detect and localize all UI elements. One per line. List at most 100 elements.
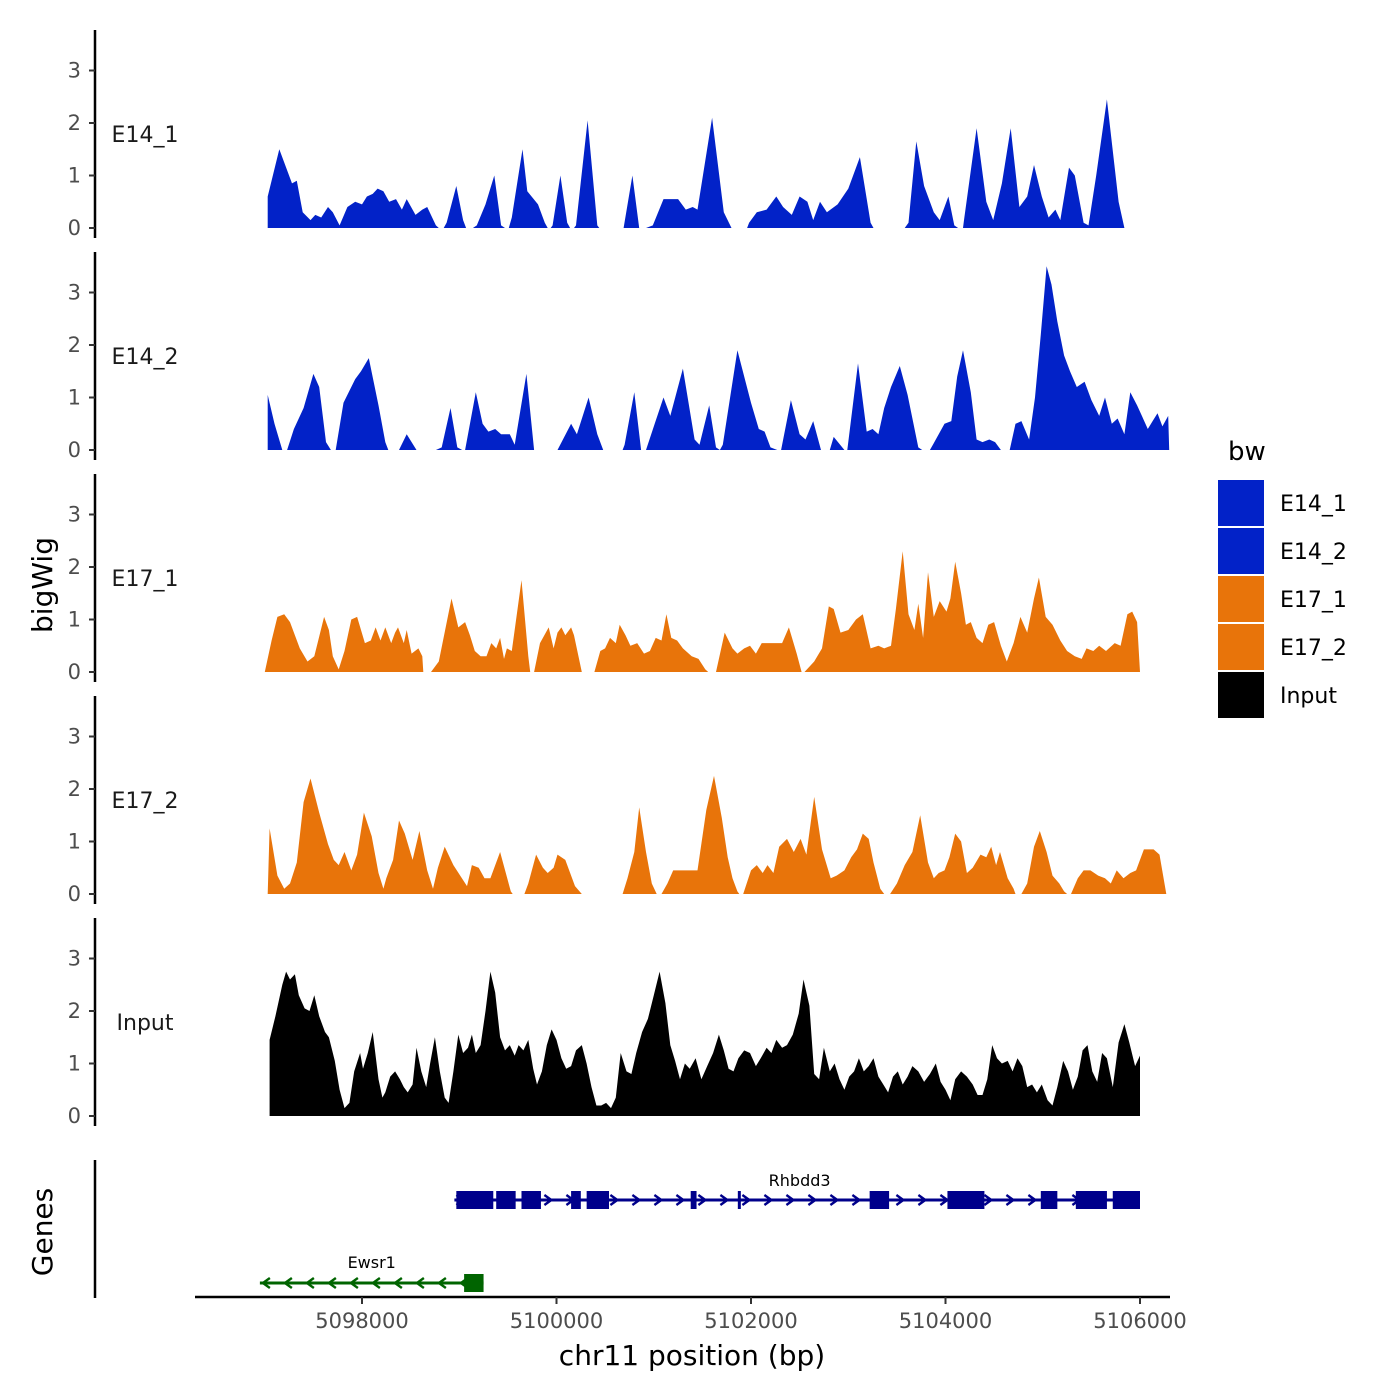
x-tick-label: 5100000 [510, 1309, 604, 1333]
exon [947, 1191, 985, 1209]
track-E14_1: 0 1 2 3 E14_1 [68, 30, 1126, 240]
legend-label: E14_1 [1280, 492, 1347, 517]
strand-arrow [414, 1277, 425, 1289]
strand-arrow [719, 1194, 730, 1206]
y-tick-label: 3 [68, 503, 81, 527]
strand-arrow [282, 1277, 293, 1289]
y-tick-label: 3 [68, 947, 81, 971]
track-label: Input [117, 1011, 174, 1036]
track-label: E17_1 [112, 567, 179, 592]
track-Input: 0 1 2 3 Input [68, 918, 1141, 1128]
strand-arrow [436, 1277, 447, 1289]
strand-arrow [304, 1277, 315, 1289]
legend-title: bw [1228, 437, 1266, 467]
gene-label: Ewsr1 [348, 1253, 396, 1272]
exon [869, 1191, 890, 1209]
strand-arrow [653, 1194, 664, 1206]
y-tick-label: 2 [68, 555, 81, 579]
x-tick-label: 5104000 [899, 1309, 993, 1333]
genes-axis-title: Genes [26, 1188, 59, 1276]
exon [496, 1191, 516, 1209]
y-tick-label: 0 [68, 660, 81, 684]
strand-arrow [763, 1194, 774, 1206]
y-tick-label: 1 [68, 164, 81, 188]
track-label: E17_2 [112, 789, 179, 814]
x-axis-title: chr11 position (bp) [559, 1339, 825, 1372]
track-label: E14_1 [112, 123, 179, 148]
strand-arrow [697, 1194, 708, 1206]
track-label: E14_2 [112, 345, 179, 370]
track-panels: 0 1 2 3 E14_1 0 1 2 3 E14_2 0 1 2 3 E17_1 0 1 2 3 E17_2 0 1 2 3… [68, 30, 1170, 1128]
strand-arrow [983, 1194, 994, 1206]
x-tick-label: 5098000 [315, 1309, 409, 1333]
strand-arrow [1005, 1194, 1016, 1206]
strand-arrow [543, 1194, 554, 1206]
coverage-area-Input [269, 971, 1141, 1116]
x-tick-label: 5102000 [704, 1309, 798, 1333]
gene-Rhbdd3: Rhbdd3 [454, 1171, 1140, 1209]
legend-swatch [1218, 672, 1264, 718]
y-tick-label: 1 [68, 830, 81, 854]
strand-arrow [851, 1194, 862, 1206]
exon [690, 1191, 697, 1209]
exon [521, 1191, 541, 1209]
y-tick-label: 3 [68, 59, 81, 83]
coverage-area-E14_2 [267, 266, 1170, 450]
x-axis: 5098000 5100000 5102000 5104000 5106000 [195, 1295, 1187, 1333]
strand-arrow [741, 1194, 752, 1206]
legend-swatch [1218, 624, 1264, 670]
exon [464, 1274, 484, 1292]
y-tick-label: 2 [68, 111, 81, 135]
legend-label: Input [1280, 684, 1337, 709]
track-E17_1: 0 1 2 3 E17_1 [68, 474, 1140, 684]
strand-arrow [675, 1194, 686, 1206]
y-axis-title: bigWig [26, 537, 59, 633]
y-tick-label: 1 [68, 386, 81, 410]
legend-swatch [1218, 528, 1264, 574]
strand-arrow [917, 1194, 928, 1206]
gene-Ewsr1: Ewsr1 [259, 1253, 484, 1292]
y-tick-label: 2 [68, 777, 81, 801]
legend-swatch [1218, 480, 1264, 526]
exon-marker [737, 1191, 741, 1209]
strand-arrow [348, 1277, 359, 1289]
y-tick-label: 3 [68, 725, 81, 749]
exon [456, 1191, 494, 1209]
y-tick-label: 3 [68, 281, 81, 305]
legend-label: E17_1 [1280, 588, 1347, 613]
y-tick-label: 2 [68, 999, 81, 1023]
y-tick-label: 0 [68, 216, 81, 240]
strand-arrow [829, 1194, 840, 1206]
coverage-area-E17_2 [267, 775, 1167, 894]
strand-arrow [807, 1194, 818, 1206]
exon [1075, 1191, 1107, 1209]
strand-arrow [895, 1194, 906, 1206]
exon [586, 1191, 610, 1209]
coverage-area-E17_1 [264, 551, 1140, 672]
exon [571, 1191, 581, 1209]
y-tick-label: 1 [68, 608, 81, 632]
exon [1040, 1191, 1058, 1209]
strand-arrow [370, 1277, 381, 1289]
gene-label: Rhbdd3 [769, 1171, 831, 1190]
y-tick-label: 2 [68, 333, 81, 357]
gene-panel: Rhbdd3 Ewsr1 [93, 1160, 1140, 1298]
legend-label: E17_2 [1280, 636, 1347, 661]
strand-arrow [785, 1194, 796, 1206]
strand-arrow [260, 1277, 271, 1289]
y-tick-label: 0 [68, 882, 81, 906]
y-tick-label: 1 [68, 1052, 81, 1076]
y-tick-label: 0 [68, 1104, 81, 1128]
strand-arrow [939, 1194, 950, 1206]
legend: bw E14_1 E14_2 E17_1 E17_2 Input [1218, 437, 1347, 718]
y-tick-label: 0 [68, 438, 81, 462]
coverage-area-E14_1 [267, 99, 1126, 229]
strand-arrow [1027, 1194, 1038, 1206]
track-E14_2: 0 1 2 3 E14_2 [68, 252, 1170, 462]
track-E17_2: 0 1 2 3 E17_2 [68, 696, 1167, 906]
strand-arrow [609, 1194, 620, 1206]
x-tick-label: 5106000 [1093, 1309, 1187, 1333]
strand-arrow [392, 1277, 403, 1289]
strand-arrow [326, 1277, 337, 1289]
